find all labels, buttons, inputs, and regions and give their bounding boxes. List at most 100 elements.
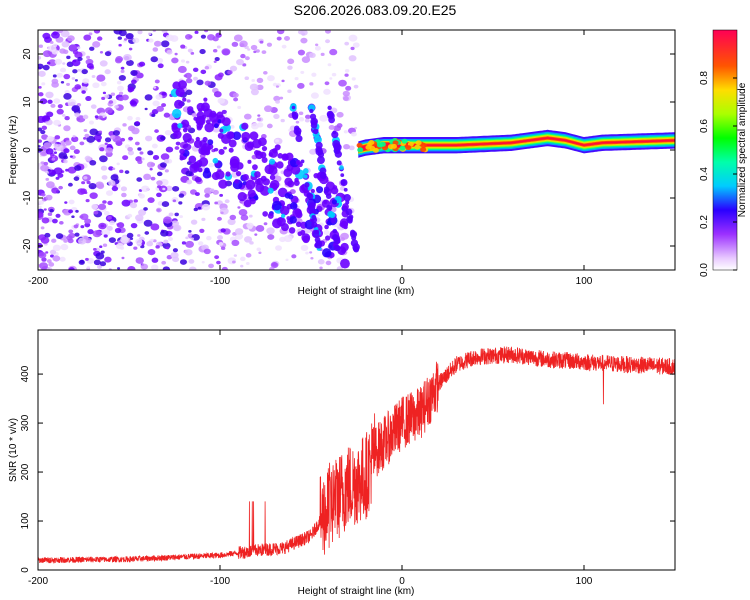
spectrogram-marks (38, 30, 675, 270)
spectrogram-blob (185, 236, 189, 240)
spectrogram-blob (86, 266, 91, 269)
spectrogram-blob (261, 50, 267, 55)
spectrogram-streak-blob (331, 131, 339, 139)
spectrogram-blob (39, 98, 48, 105)
spectrogram-blob (310, 257, 314, 260)
spectrogram-band-layer (358, 135, 675, 154)
spectrogram-streak-blob (315, 141, 323, 149)
spectrogram-blob (263, 71, 268, 75)
spectrogram-streak-blob (249, 131, 259, 140)
spectrogram-blob (161, 91, 167, 96)
spectrogram-blob (259, 40, 264, 44)
spectrogram-blob (79, 141, 85, 146)
spectrogram-blob (61, 41, 70, 48)
spectrogram-blob (68, 199, 75, 205)
spectrogram-blob (119, 169, 124, 174)
spectrogram-blob (220, 211, 224, 215)
spectrogram-blob (99, 261, 107, 267)
spectrogram-blob (239, 40, 248, 48)
spectrogram-blob (100, 81, 107, 87)
spectrogram-blob (186, 179, 193, 185)
spectrogram-blob (74, 112, 81, 118)
spectrogram-blob (197, 206, 202, 210)
spectrogram-streak-blob (242, 173, 249, 181)
spectrogram-streak-blob (254, 171, 261, 178)
spectrogram-blob (51, 157, 56, 161)
spectrogram-ytick-label: 10 (22, 96, 33, 108)
snr-ytick-label: 400 (20, 365, 31, 382)
spectrogram-streak-blob (334, 150, 342, 158)
spectrogram-blob (106, 143, 113, 149)
spectrogram-streak-blob (241, 122, 249, 130)
spectrogram-blob (160, 40, 170, 48)
spectrogram-blob (55, 213, 61, 218)
spectrogram-blob (46, 111, 54, 118)
spectrogram-blob (93, 134, 102, 141)
spectrogram-blob (216, 216, 222, 221)
spectrogram-blob (147, 197, 155, 204)
spectrogram-blob (150, 176, 156, 181)
spectrogram-blob (83, 176, 88, 180)
spectrogram-blob (151, 113, 156, 117)
spectrogram-blob (281, 79, 285, 83)
spectrogram-blob (129, 100, 137, 106)
spectrogram-blob (275, 99, 281, 104)
spectrogram-blob (185, 89, 193, 96)
spectrogram-blob (122, 123, 127, 127)
spectrogram-streak-blob (313, 135, 322, 144)
spectrogram-blob (153, 86, 157, 89)
spectrogram-streak-blob (324, 224, 329, 230)
spectrogram-blob (237, 105, 242, 109)
spectrogram-blob (190, 219, 198, 225)
spectrogram-blob (109, 220, 115, 226)
spectrogram-blob (182, 143, 192, 151)
spectrogram-blob (124, 170, 130, 174)
spectrogram-streak-blob (193, 139, 203, 149)
spectrogram-streak-blob (312, 128, 319, 135)
spectrogram-streak-blob (339, 165, 344, 170)
spectrogram-blob (315, 43, 319, 47)
spectrogram-streak-blob (202, 136, 208, 143)
spectrogram-streak-blob (269, 179, 280, 190)
spectrogram-streak-blob (178, 80, 187, 89)
spectrogram-blob (38, 205, 42, 209)
spectrogram-blob (309, 148, 317, 155)
spectrogram-streak-blob (187, 106, 194, 113)
spectrogram-blob (79, 259, 85, 264)
spectrogram-blob (52, 255, 61, 262)
spectrogram-blob (166, 49, 173, 55)
spectrogram-streak-blob (329, 211, 336, 219)
spectrogram-blob (162, 187, 166, 191)
spectrogram-blob (173, 225, 180, 231)
spectrogram-blob (91, 203, 99, 210)
spectrogram-blob (43, 208, 47, 211)
spectrogram-blob (80, 213, 89, 221)
spectrogram-streak-blob (235, 170, 242, 177)
spectrogram-blob (227, 218, 236, 226)
spectrogram-blob (139, 151, 144, 155)
spectrogram-blob (152, 154, 160, 160)
spectrogram-blob (60, 243, 69, 251)
spectrogram-streak-blob (316, 186, 324, 194)
spectrogram-blob (85, 96, 92, 102)
spectrogram-blob (97, 36, 103, 41)
spectrogram-blob (104, 256, 112, 263)
spectrogram-blob (190, 237, 195, 241)
spectrogram-ytick-label: 0 (22, 147, 33, 153)
spectrogram-blob (59, 220, 64, 225)
spectrogram-blob (147, 249, 156, 256)
spectrogram-blob (84, 218, 92, 225)
spectrogram-streak-blob (346, 215, 353, 223)
spectrogram-blob (216, 45, 221, 49)
spectrogram-blob (168, 212, 174, 217)
spectrogram-streak-blob (218, 179, 228, 189)
spectrogram-blob (200, 34, 206, 39)
spectrogram-blob (156, 192, 162, 198)
spectrogram-blob (342, 90, 350, 97)
spectrogram-blob (304, 118, 310, 123)
spectrogram-streak-blob (295, 211, 303, 219)
spectrogram-blob (319, 266, 323, 270)
spectrogram-streak-blob (340, 258, 350, 269)
spectrogram-streak-blob (249, 198, 256, 205)
spectrogram-blob (194, 192, 200, 197)
